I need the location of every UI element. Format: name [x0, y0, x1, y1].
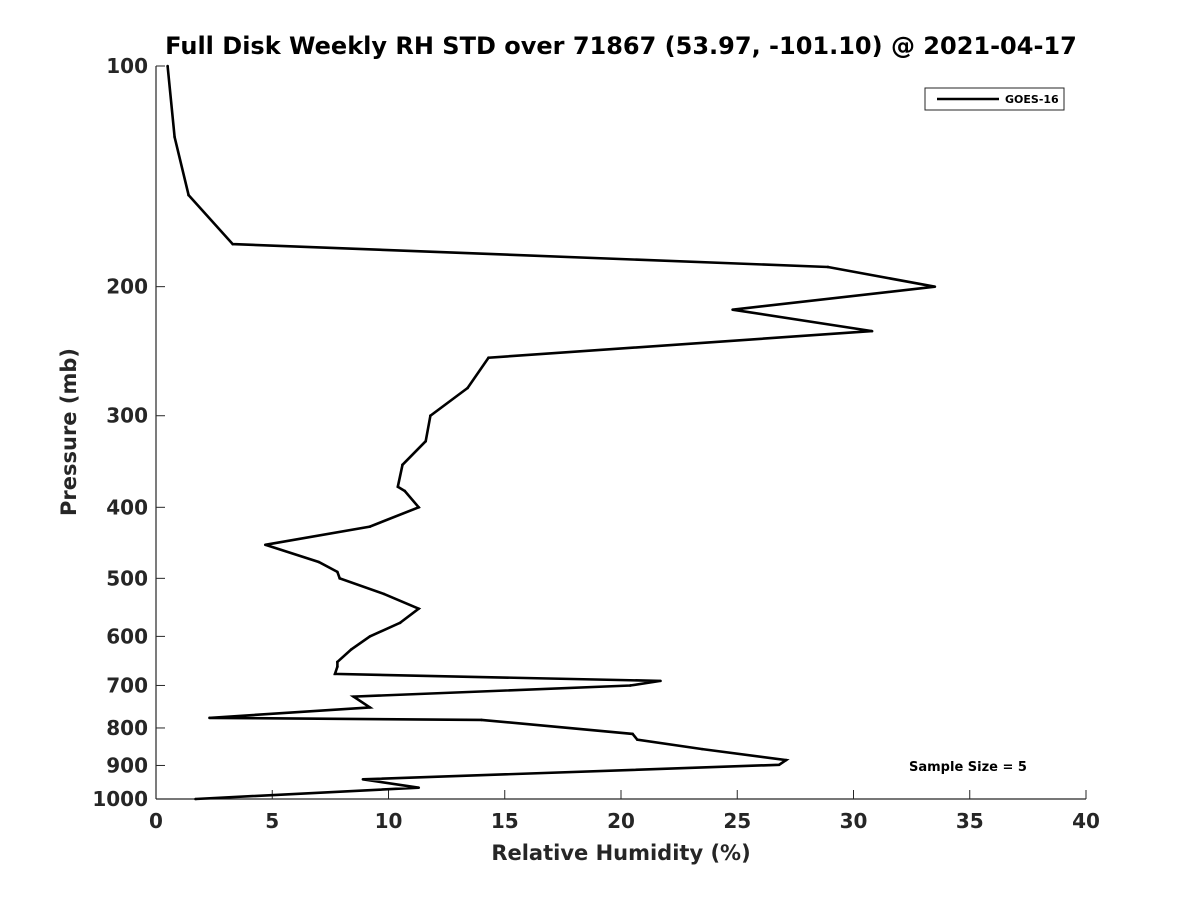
y-tick-label: 500 [106, 566, 148, 590]
data-point [336, 665, 339, 669]
data-point [336, 660, 339, 664]
data-point [263, 543, 267, 547]
x-tick-label: 10 [375, 809, 403, 833]
data-point [933, 285, 937, 288]
chart-title: Full Disk Weekly RH STD over 71867 (53.9… [165, 32, 1077, 60]
data-point [424, 439, 428, 443]
data-point [731, 308, 734, 311]
x-tick-label: 30 [840, 809, 868, 833]
x-tick-label: 40 [1072, 809, 1100, 833]
data-point [635, 738, 639, 741]
data-point [417, 506, 421, 509]
data-point [784, 758, 788, 762]
data-point [870, 329, 874, 333]
data-point [173, 135, 176, 139]
data-point [352, 695, 355, 698]
data-point [417, 607, 421, 610]
data-point [317, 560, 321, 564]
y-tick-label: 200 [106, 275, 148, 299]
legend: GOES-16 [924, 87, 1065, 111]
data-point [368, 635, 372, 638]
data-point [403, 489, 407, 493]
data-point [631, 732, 634, 736]
data-point [361, 778, 365, 781]
data-point [350, 648, 353, 651]
data-point [382, 592, 386, 596]
data-point [429, 414, 432, 418]
data-point [231, 242, 235, 246]
x-tick-label: 25 [723, 809, 751, 833]
data-point [487, 356, 490, 359]
x-tick-label: 0 [149, 809, 163, 833]
series-line-goes-16 [166, 65, 936, 801]
data-point [336, 570, 339, 574]
data-point [194, 797, 197, 801]
data-point [826, 265, 830, 269]
y-axis-label: Pressure (mb) [57, 348, 81, 516]
y-tick-label: 900 [106, 753, 148, 777]
data-point [701, 747, 704, 751]
data-point [187, 193, 190, 197]
data-point [166, 64, 169, 68]
x-ticks: 0 5 10 15 20 25 30 35 40 [149, 790, 1100, 833]
y-ticks: 100 200 300 400 500 600 700 800 900 1000 [92, 54, 165, 811]
legend-label: GOES-16 [1005, 93, 1059, 106]
y-tick-label: 400 [106, 495, 148, 519]
data-point [338, 577, 341, 580]
x-axis-label: Relative Humidity (%) [491, 841, 750, 865]
data-point [466, 386, 469, 390]
x-tick-label: 15 [491, 809, 519, 833]
data-point [629, 684, 632, 687]
y-tick-label: 1000 [92, 787, 148, 811]
series-layer [166, 64, 937, 801]
y-tick-label: 700 [106, 673, 148, 697]
axes [155, 66, 1086, 800]
data-point [368, 525, 372, 528]
data-point [398, 621, 402, 625]
y-tick-label: 600 [106, 624, 148, 648]
data-point [480, 718, 483, 722]
data-point [401, 463, 404, 467]
data-point [417, 786, 421, 789]
data-point [396, 485, 400, 489]
data-point [659, 679, 662, 683]
x-tick-label: 20 [607, 809, 635, 833]
data-point [777, 763, 781, 767]
y-tick-label: 300 [106, 404, 148, 428]
x-tick-label: 35 [956, 809, 984, 833]
y-tick-label: 100 [106, 54, 148, 78]
x-tick-label: 5 [265, 809, 279, 833]
data-point [333, 672, 337, 676]
data-point [368, 706, 372, 709]
data-point [208, 716, 211, 720]
sample-size-annotation: Sample Size = 5 [909, 760, 1027, 775]
y-tick-label: 800 [106, 716, 148, 740]
